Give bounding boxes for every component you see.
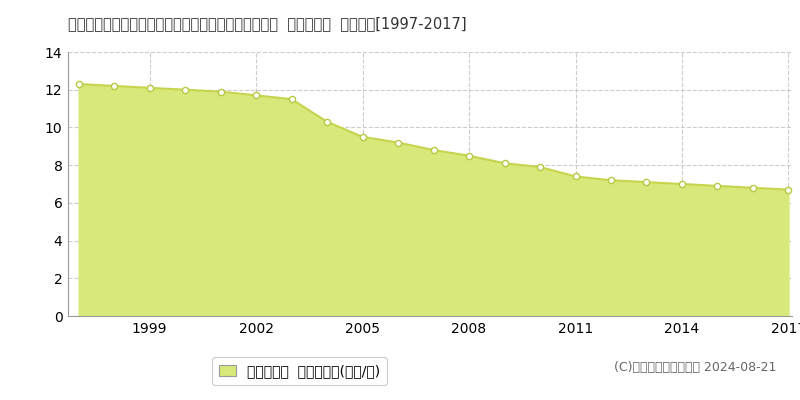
Point [250, 92, 262, 98]
Point [356, 134, 369, 140]
Point [392, 139, 405, 146]
Point [746, 184, 759, 191]
Text: (C)土地価格ドットコム 2024-08-21: (C)土地価格ドットコム 2024-08-21 [614, 361, 776, 374]
Point [462, 152, 475, 159]
Point [427, 147, 440, 153]
Point [321, 118, 334, 125]
Point [640, 179, 653, 185]
Point [569, 173, 582, 180]
Text: 福島県耶麻郡猪苗代町大字千代田字千代田２番１７外  基準地価格  地価推移[1997-2017]: 福島県耶麻郡猪苗代町大字千代田字千代田２番１７外 基準地価格 地価推移[1997… [68, 16, 466, 31]
Point [72, 81, 85, 87]
Point [675, 181, 688, 187]
Point [214, 88, 227, 95]
Point [108, 83, 121, 89]
Point [782, 186, 795, 193]
Point [178, 86, 191, 93]
Point [285, 96, 298, 102]
Point [711, 183, 724, 189]
Point [143, 85, 156, 91]
Point [605, 177, 618, 184]
Point [534, 164, 546, 170]
Point [498, 160, 511, 166]
Legend: 基準地価格  平均坪単価(万円/坪): 基準地価格 平均坪単価(万円/坪) [212, 357, 387, 385]
